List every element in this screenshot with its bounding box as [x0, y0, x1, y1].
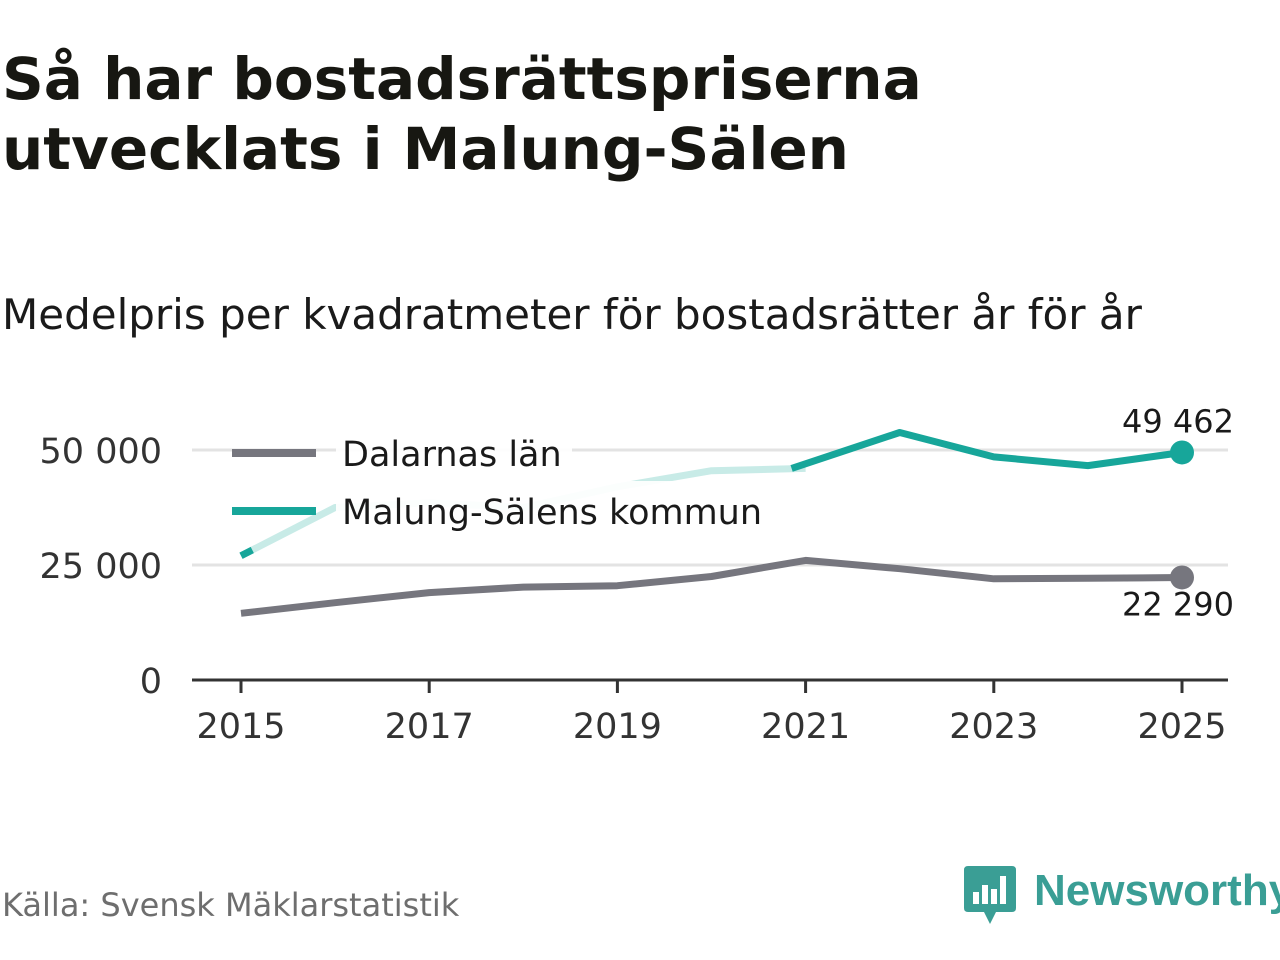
series-line-malung	[790, 429, 1183, 472]
y-tick-label: 25 000	[40, 547, 162, 587]
y-tick-label: 50 000	[40, 432, 162, 472]
end-point-malung	[1170, 440, 1194, 465]
x-tick-label: 2023	[949, 707, 1038, 747]
brand-name: Newsworthy	[1034, 866, 1280, 915]
x-tick-label: 2019	[573, 707, 662, 747]
end-value-label-dalarna: 22 290	[1122, 585, 1234, 623]
end-point-dalarna	[1170, 565, 1194, 590]
newsworthy-brand: Newsworthy	[964, 864, 1280, 928]
series-line-malung-start-stub	[239, 546, 254, 559]
chart-subtitle: Medelpris per kvadratmeter för bostadsrä…	[2, 290, 1142, 339]
legend-label-dalarna: Dalarnas län	[342, 435, 562, 475]
line-chart: 0 25 000 50 000 2015 2017 2019 2021 2023 2025 Da…	[40, 402, 1234, 747]
x-tick-label: 2021	[761, 707, 850, 747]
chart-title: Så har bostadsrättspriserna utvecklats i…	[2, 45, 922, 183]
axis-layer: 0 25 000 50 000 2015 2017 2019 2021 2023 2025	[40, 432, 1228, 747]
end-value-label-malung: 49 462	[1122, 402, 1234, 440]
legend-label-malung: Malung-Sälens kommun	[342, 493, 762, 533]
legend-backdrop	[336, 481, 782, 531]
series-line-dalarna	[240, 556, 1183, 617]
newsworthy-logo-icon	[964, 866, 1016, 924]
label-layer: 22 290 49 462	[1122, 402, 1234, 623]
y-tick-label: 0	[140, 662, 162, 702]
source-note: Källa: Svensk Mäklarstatistik	[2, 886, 460, 924]
x-tick-label: 2015	[196, 707, 285, 747]
x-tick-label: 2017	[385, 707, 474, 747]
x-tick-label: 2025	[1137, 707, 1226, 747]
legend-backdrop	[336, 423, 572, 473]
legend-layer: Dalarnas län Malung-Sälens kommun	[232, 423, 782, 533]
